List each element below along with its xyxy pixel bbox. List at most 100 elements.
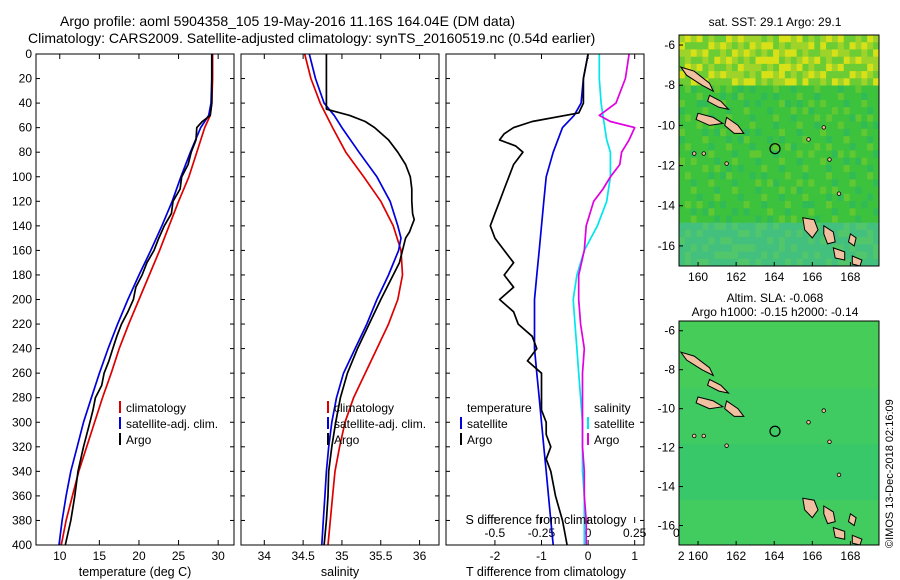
sst-cell: [731, 136, 739, 144]
sst-cell: [720, 107, 727, 115]
sst-cell: [749, 128, 756, 137]
sst-cell: [808, 71, 815, 79]
sst-cell: [820, 208, 827, 216]
sst-cell: [749, 35, 756, 43]
sst-cell: [761, 92, 768, 101]
sst-cell: [731, 244, 739, 252]
sst-cell: [761, 222, 768, 231]
difference-line-salinity-argo: [577, 53, 636, 545]
sst-cell: [802, 251, 809, 260]
sst-cell: [761, 157, 768, 166]
figure-title-line2: Climatology: CARS2009. Satellite-adjuste…: [28, 30, 595, 46]
salinity-line-argo: [323, 54, 416, 546]
sst-cell: [684, 179, 692, 188]
sst-cell: [820, 164, 827, 173]
sst-cell: [790, 237, 798, 245]
sst-cell: [767, 229, 774, 238]
sst-cell: [790, 56, 798, 65]
sst-cell: [873, 193, 880, 202]
sst-cell: [761, 63, 768, 72]
sst-cell: [831, 92, 839, 101]
sst-cell: [743, 78, 751, 86]
sst-cell: [755, 107, 762, 115]
sst-cell: [679, 229, 686, 238]
sla-map-ytick-label: -10: [658, 402, 676, 416]
sla-map-argo-location-marker: [769, 425, 781, 437]
sst-cell: [755, 71, 762, 79]
sst-cell: [843, 114, 851, 123]
difference-xtick-label: -1: [536, 549, 547, 563]
sst-cell: [855, 136, 862, 144]
sst-cell: [714, 208, 721, 216]
sst-cell: [861, 71, 868, 79]
sst-cell: [773, 49, 780, 58]
sst-cell: [731, 56, 739, 65]
sst-cell: [773, 172, 780, 180]
sst-cell: [796, 237, 803, 245]
sst-cell: [755, 150, 762, 159]
sst-cell: [714, 229, 721, 238]
sst-cell: [826, 201, 833, 209]
sst-cell: [696, 258, 703, 267]
sst-cell: [820, 143, 827, 151]
sst-cell: [773, 157, 780, 166]
sst-cell: [708, 186, 715, 195]
sst-cell: [702, 172, 709, 180]
sst-cell: [690, 107, 698, 115]
sst-cell: [731, 164, 739, 173]
depth-tick-label: 220: [12, 317, 32, 331]
sst-cell: [843, 121, 851, 130]
sla-map-islet: [692, 433, 697, 439]
salinity-legend-climatology: climatology: [334, 401, 394, 415]
sst-cell: [814, 208, 821, 216]
sst-cell: [796, 164, 803, 173]
sst-cell: [820, 150, 827, 159]
sst-cell: [802, 179, 809, 188]
sst-cell: [726, 78, 733, 86]
sst-cell: [743, 201, 751, 209]
sst-cell: [784, 157, 792, 166]
sst-cell: [755, 208, 762, 216]
sst-cell: [737, 186, 745, 195]
sst-cell: [831, 107, 839, 115]
sst-cell: [837, 237, 845, 245]
sst-cell: [749, 193, 756, 202]
sst-map-ytick-label: -16: [658, 239, 676, 253]
sst-cell: [873, 121, 880, 130]
sla-map-panel: Altim. SLA: -0.068 Argo h1000: -0.15 h20…: [658, 291, 880, 563]
sst-cell: [867, 78, 874, 86]
sla-map-island: [724, 400, 745, 417]
sst-cell: [726, 179, 733, 188]
difference-s-xtick-label: 0: [585, 526, 592, 540]
sst-cell: [849, 85, 856, 94]
sst-cell: [802, 150, 809, 159]
sst-cell: [726, 85, 733, 94]
depth-tick-label: 320: [12, 440, 32, 454]
sst-cell: [790, 63, 798, 72]
sst-cell: [679, 143, 686, 151]
depth-tick-label: 40: [19, 96, 33, 110]
sst-cell: [849, 164, 856, 173]
sst-cell: [731, 157, 739, 166]
sst-cell: [820, 85, 827, 94]
sst-cell: [702, 186, 709, 195]
sst-cell: [702, 157, 709, 166]
sst-cell: [784, 251, 792, 260]
sst-cell: [731, 35, 739, 43]
sst-cell: [755, 215, 762, 224]
sst-cell: [873, 186, 880, 195]
sst-cell: [755, 222, 762, 231]
sst-cell: [802, 237, 809, 245]
sst-cell: [755, 100, 762, 108]
sst-cell: [708, 42, 715, 50]
sst-cell: [690, 100, 698, 108]
sst-cell: [796, 35, 803, 43]
sst-cell: [731, 85, 739, 94]
sst-cell: [702, 107, 709, 115]
sst-cell: [784, 237, 792, 245]
sst-cell: [861, 49, 868, 58]
sst-cell: [679, 179, 686, 188]
sst-cell: [714, 35, 721, 43]
sst-cell: [867, 157, 874, 166]
sst-cell: [684, 63, 692, 72]
